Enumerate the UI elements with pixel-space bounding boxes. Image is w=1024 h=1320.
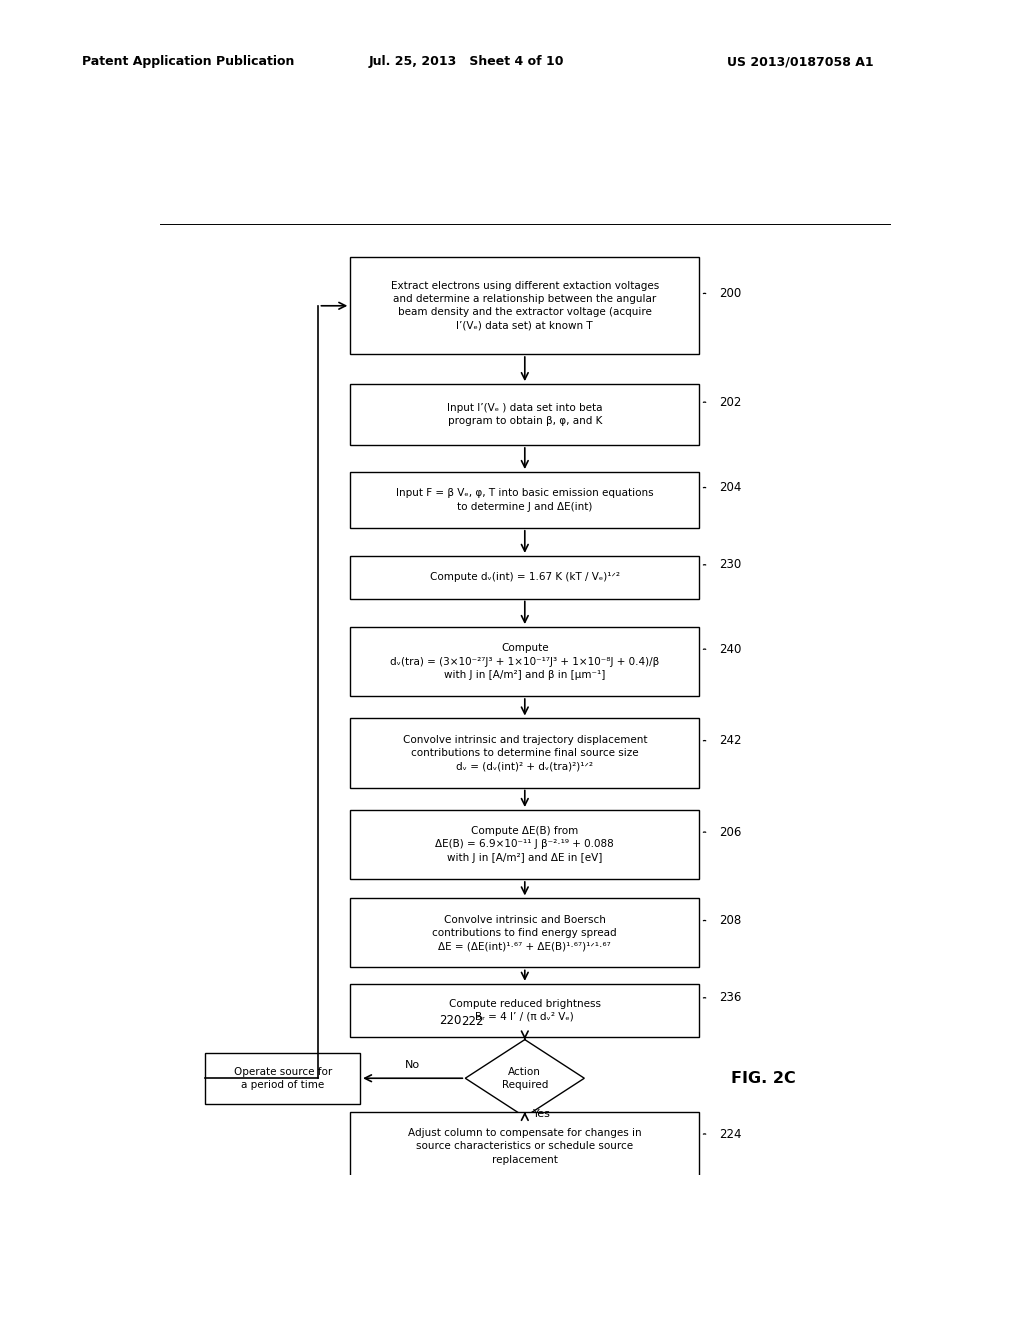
FancyBboxPatch shape: [350, 718, 699, 788]
Text: 224: 224: [719, 1127, 741, 1140]
Text: 240: 240: [719, 643, 741, 656]
FancyBboxPatch shape: [350, 899, 699, 968]
Text: Extract electrons using different extaction voltages
and determine a relationshi: Extract electrons using different extact…: [391, 281, 658, 330]
Text: Action
Required: Action Required: [502, 1067, 548, 1090]
Text: 206: 206: [719, 826, 741, 838]
FancyBboxPatch shape: [350, 810, 699, 879]
Text: 204: 204: [719, 482, 741, 494]
Text: Compute
dᵥ(tra) = (3×10⁻²⁷J³ + 1×10⁻¹⁷J³ + 1×10⁻⁸J + 0.4)/β
with J in [A/m²] and: Compute dᵥ(tra) = (3×10⁻²⁷J³ + 1×10⁻¹⁷J³…: [390, 643, 659, 680]
Text: Adjust column to compensate for changes in
source characteristics or schedule so: Adjust column to compensate for changes …: [408, 1129, 642, 1164]
Text: Convolve intrinsic and trajectory displacement
contributions to determine final : Convolve intrinsic and trajectory displa…: [402, 735, 647, 771]
Text: 222: 222: [461, 1015, 483, 1028]
Text: 220: 220: [439, 1015, 461, 1027]
Polygon shape: [465, 1040, 585, 1117]
Text: Jul. 25, 2013   Sheet 4 of 10: Jul. 25, 2013 Sheet 4 of 10: [369, 55, 564, 69]
Text: 236: 236: [719, 991, 741, 1005]
FancyBboxPatch shape: [350, 627, 699, 696]
FancyBboxPatch shape: [350, 983, 699, 1036]
Text: US 2013/0187058 A1: US 2013/0187058 A1: [727, 55, 873, 69]
Text: 242: 242: [719, 734, 741, 747]
Text: Compute dᵥ(int) = 1.67 K (kT / Vₑ)¹ᐟ²: Compute dᵥ(int) = 1.67 K (kT / Vₑ)¹ᐟ²: [430, 572, 620, 582]
Text: Input F = β Vₑ, φ, T into basic emission equations
to determine J and ΔE(int): Input F = β Vₑ, φ, T into basic emission…: [396, 488, 653, 512]
FancyBboxPatch shape: [350, 384, 699, 445]
Text: Compute ΔE(B) from
ΔE(B) = 6.9×10⁻¹¹ J β⁻²·¹⁹ + 0.088
with J in [A/m²] and ΔE in: Compute ΔE(B) from ΔE(B) = 6.9×10⁻¹¹ J β…: [435, 826, 614, 863]
Text: Operate source for
a period of time: Operate source for a period of time: [233, 1067, 332, 1090]
Text: 208: 208: [719, 915, 741, 927]
Text: FIG. 2C: FIG. 2C: [731, 1071, 796, 1086]
Text: 230: 230: [719, 558, 741, 572]
FancyBboxPatch shape: [206, 1053, 360, 1104]
Text: Compute reduced brightness
Bᵣ = 4 I’ / (π dᵥ² Vₑ): Compute reduced brightness Bᵣ = 4 I’ / (…: [449, 998, 601, 1022]
FancyBboxPatch shape: [350, 1111, 699, 1181]
Text: Input I’(Vₑ ) data set into beta
program to obtain β, φ, and K: Input I’(Vₑ ) data set into beta program…: [447, 403, 602, 426]
Text: 200: 200: [719, 286, 741, 300]
FancyBboxPatch shape: [350, 556, 699, 598]
Text: Convolve intrinsic and Boersch
contributions to find energy spread
ΔE = (ΔE(int): Convolve intrinsic and Boersch contribut…: [432, 915, 617, 952]
Text: 202: 202: [719, 396, 741, 409]
Text: Patent Application Publication: Patent Application Publication: [82, 55, 294, 69]
FancyBboxPatch shape: [350, 473, 699, 528]
FancyBboxPatch shape: [350, 257, 699, 354]
Text: No: No: [406, 1060, 420, 1071]
Text: Yes: Yes: [532, 1109, 551, 1119]
